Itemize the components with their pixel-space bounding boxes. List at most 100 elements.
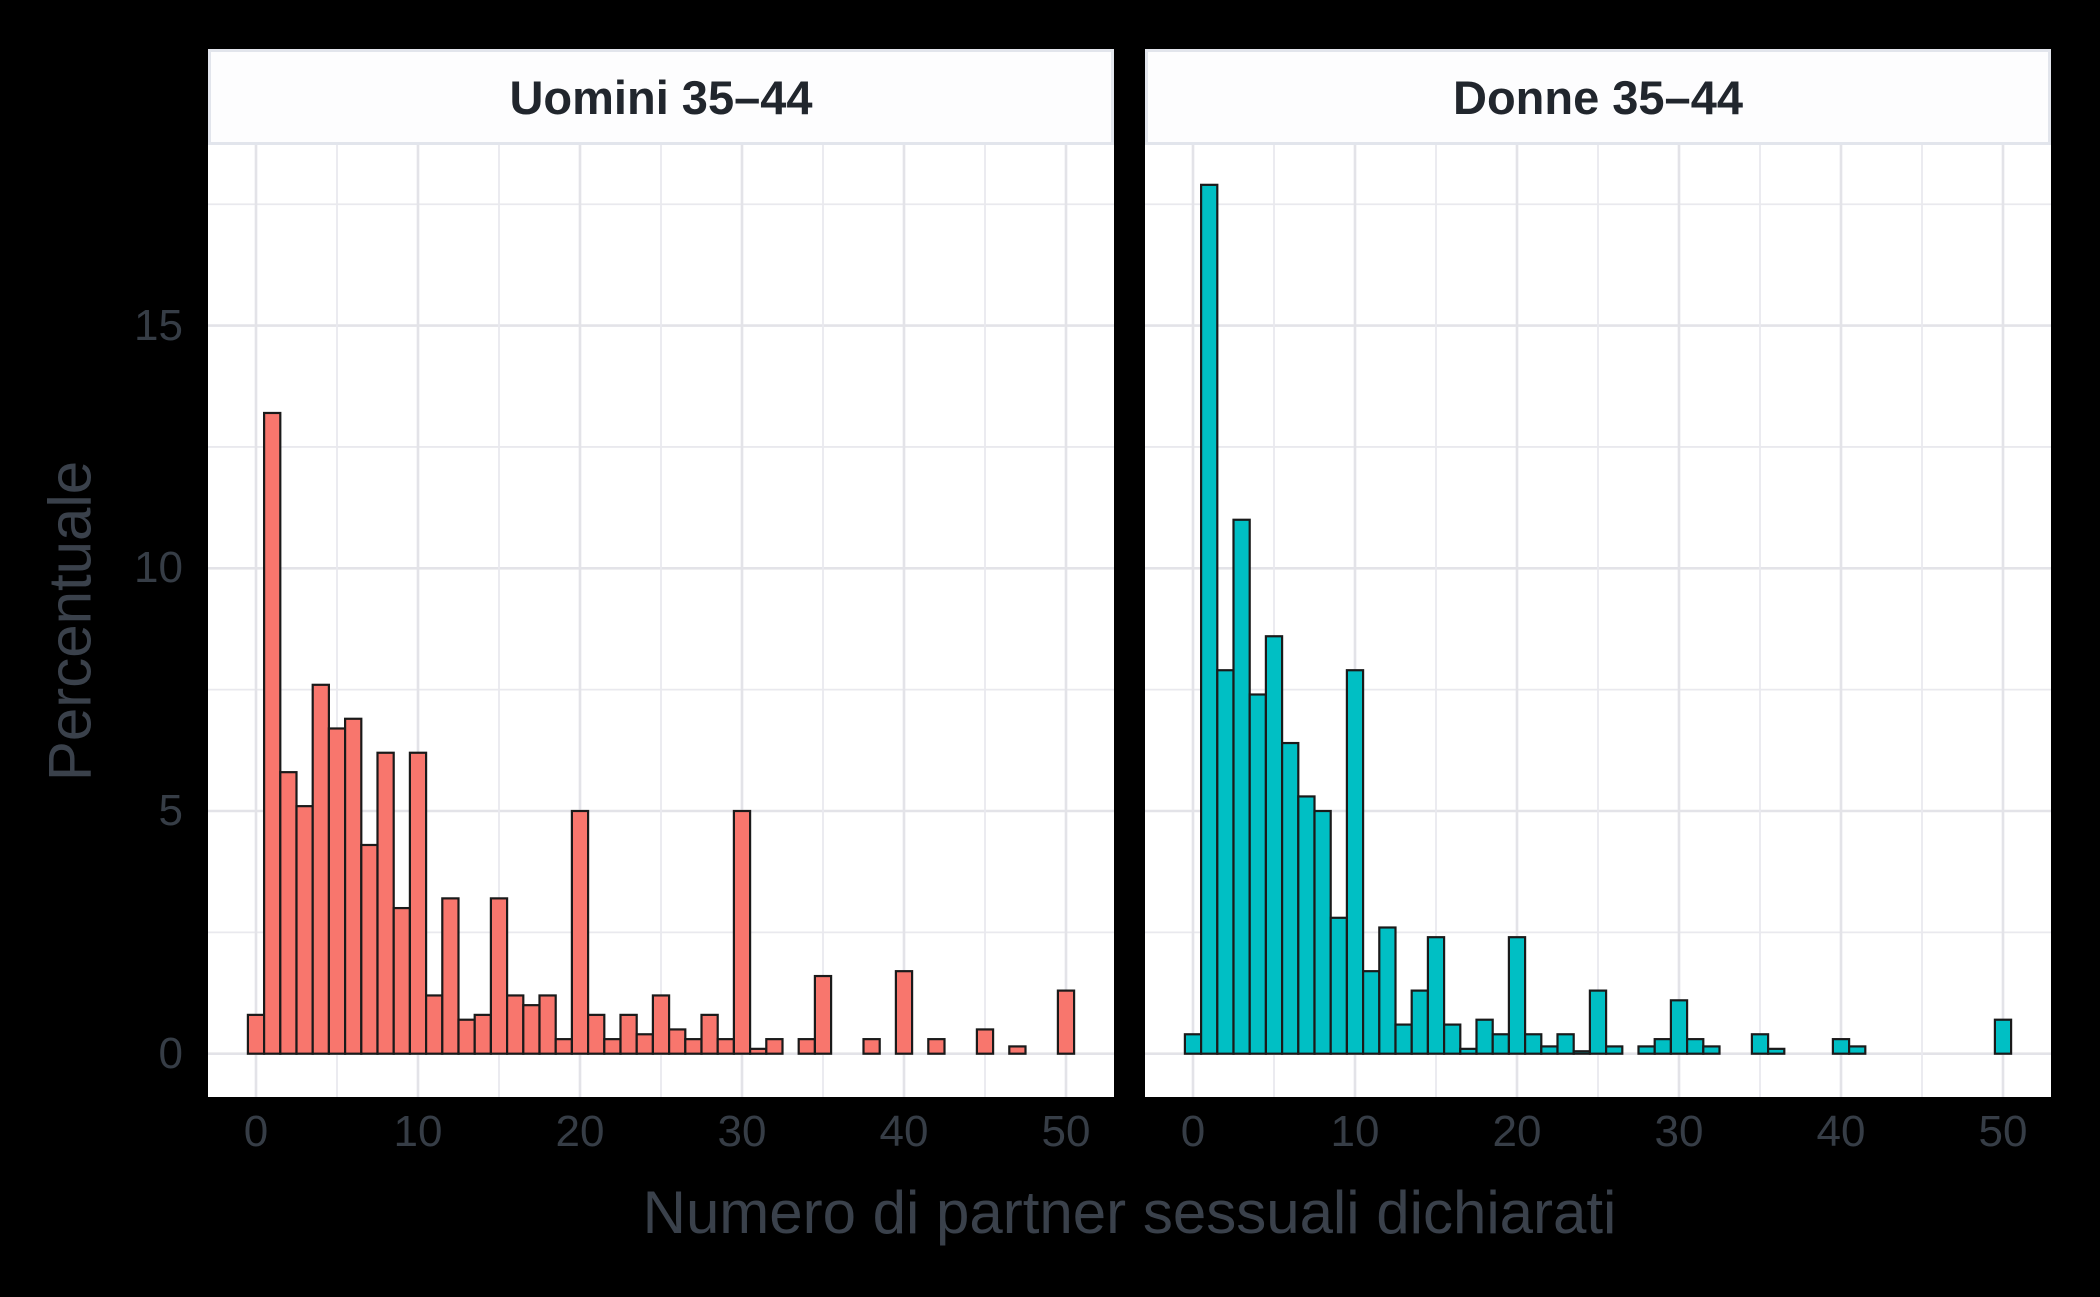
bar-donne-x26 (1605, 1045, 1624, 1055)
panel-uomini (208, 145, 1114, 1097)
bar-donne-x22 (1540, 1045, 1559, 1055)
bar-donne-x9 (1329, 916, 1348, 1055)
bar-uomini-x31 (748, 1047, 768, 1055)
x-axis-title: Numero di partner sessuali dichiarati (642, 1179, 1617, 1246)
bar-donne-x21 (1524, 1033, 1543, 1055)
bar-uomini-x20 (570, 809, 590, 1055)
bar-donne-x36 (1766, 1047, 1786, 1055)
bar-uomini-x27 (684, 1038, 703, 1055)
x-tick-label-donne-40: 40 (1816, 1107, 1866, 1156)
bar-donne-x17 (1459, 1047, 1478, 1055)
bar-uomini-x17 (522, 1004, 541, 1055)
bar-donne-x14 (1410, 989, 1430, 1055)
y-tick-label-5: 5 (158, 786, 183, 835)
bar-donne-x3 (1232, 518, 1251, 1055)
x-tick-label-donne-0: 0 (1180, 1107, 1206, 1156)
bar-donne-x41 (1847, 1045, 1867, 1055)
bar-uomini-x5 (327, 727, 347, 1055)
bar-donne-x29 (1653, 1038, 1673, 1055)
bar-donne-x23 (1556, 1033, 1575, 1055)
bar-donne-x10 (1345, 669, 1365, 1055)
bar-uomini-x38 (862, 1038, 881, 1055)
histogram-uomini (208, 145, 1114, 1097)
bar-donne-x30 (1669, 999, 1689, 1055)
facet-title-donne: Donne 35–44 (1453, 70, 1743, 124)
bar-donne-x40 (1831, 1038, 1851, 1055)
bar-donne-x7 (1297, 795, 1316, 1055)
bar-uomini-x1 (262, 411, 282, 1055)
bar-uomini-x4 (311, 683, 330, 1055)
bar-uomini-x42 (927, 1038, 946, 1055)
bar-uomini-x2 (279, 771, 298, 1055)
bar-donne-x32 (1702, 1045, 1721, 1055)
bar-donne-x4 (1248, 693, 1267, 1055)
bar-uomini-x47 (1008, 1045, 1027, 1055)
x-tick-label-uomini-20: 20 (555, 1107, 605, 1156)
bar-uomini-x25 (651, 994, 671, 1055)
bar-uomini-x28 (700, 1013, 719, 1055)
panel-donne (1145, 145, 2051, 1097)
y-tick-label-0: 0 (158, 1028, 183, 1078)
bar-donne-x19 (1491, 1033, 1511, 1055)
bar-donne-x11 (1362, 970, 1381, 1055)
y-axis-title: Percentuale (36, 460, 104, 782)
bar-donne-x0 (1183, 1033, 1203, 1055)
x-tick-label-donne-50: 50 (1978, 1107, 2028, 1156)
bar-donne-x18 (1475, 1018, 1494, 1055)
bar-uomini-x10 (408, 751, 428, 1055)
bar-uomini-x24 (635, 1033, 655, 1055)
x-tick-label-uomini-0: 0 (243, 1107, 269, 1156)
x-tick-label-donne-30: 30 (1654, 1107, 1704, 1156)
facet-title-uomini: Uomini 35–44 (509, 70, 813, 124)
bar-uomini-x18 (538, 994, 557, 1055)
bar-uomini-x15 (489, 897, 509, 1055)
bar-donne-x24 (1572, 1050, 1592, 1055)
bar-donne-x6 (1281, 741, 1300, 1055)
histogram-donne (1145, 145, 2051, 1097)
y-tick-label-10: 10 (134, 543, 183, 593)
bar-uomini-x7 (360, 843, 379, 1055)
bar-uomini-x6 (344, 717, 363, 1055)
bar-donne-x15 (1426, 936, 1446, 1055)
x-tick-label-donne-10: 10 (1330, 1107, 1380, 1156)
bar-uomini-x30 (732, 809, 752, 1055)
bar-donne-x31 (1685, 1038, 1705, 1055)
bar-uomini-x50 (1056, 989, 1076, 1055)
bar-uomini-x26 (668, 1028, 687, 1055)
bar-uomini-x12 (441, 897, 460, 1055)
bar-uomini-x21 (587, 1013, 606, 1055)
x-tick-label-uomini-50: 50 (1041, 1107, 1091, 1156)
bar-uomini-x35 (813, 974, 833, 1055)
bar-uomini-x45 (975, 1028, 995, 1055)
bar-uomini-x8 (376, 751, 395, 1055)
bar-uomini-x32 (765, 1038, 784, 1055)
bar-uomini-x13 (457, 1018, 476, 1055)
x-tick-label-uomini-10: 10 (393, 1107, 443, 1156)
x-tick-label-uomini-30: 30 (717, 1107, 767, 1156)
bar-uomini-x16 (506, 994, 525, 1055)
bar-donne-x5 (1264, 635, 1284, 1055)
bar-uomini-x29 (716, 1038, 736, 1055)
facet-strip-uomini: Uomini 35–44 (208, 49, 1114, 145)
bar-uomini-x40 (894, 970, 914, 1055)
bar-donne-x12 (1378, 926, 1397, 1055)
x-tick-label-uomini-40: 40 (879, 1107, 929, 1156)
bar-uomini-x3 (295, 805, 314, 1055)
bar-uomini-x23 (619, 1013, 638, 1055)
bar-uomini-x9 (392, 906, 411, 1055)
bar-donne-x35 (1750, 1033, 1770, 1055)
x-tick-label-donne-20: 20 (1492, 1107, 1542, 1156)
bar-donne-x20 (1507, 936, 1527, 1055)
bar-donne-x1 (1199, 183, 1219, 1055)
bar-uomini-x0 (246, 1013, 266, 1055)
bar-donne-x50 (1993, 1018, 2013, 1055)
bar-donne-x16 (1443, 1023, 1462, 1055)
facet-strip-donne: Donne 35–44 (1145, 49, 2051, 145)
bar-uomini-x19 (554, 1038, 574, 1055)
bar-uomini-x22 (603, 1038, 622, 1055)
bar-donne-x13 (1394, 1023, 1413, 1055)
bar-donne-x2 (1216, 669, 1235, 1055)
bar-uomini-x11 (425, 994, 444, 1055)
bar-donne-x28 (1637, 1045, 1656, 1055)
